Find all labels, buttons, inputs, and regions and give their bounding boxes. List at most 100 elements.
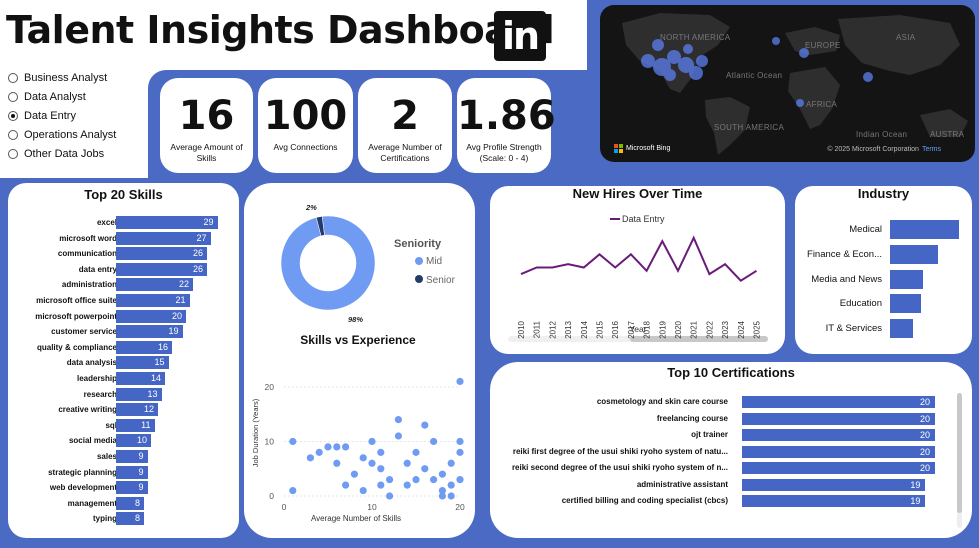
linkedin-logo-icon: in — [494, 11, 546, 61]
skill-row: sql 11 — [8, 418, 239, 432]
scatter-point[interactable] — [289, 486, 297, 495]
scatter-point[interactable] — [403, 459, 411, 467]
scatter-point[interactable] — [315, 448, 323, 456]
scatter-point[interactable] — [359, 486, 367, 495]
hires-title: New Hires Over Time — [572, 186, 703, 201]
radio-icon[interactable] — [8, 91, 18, 102]
scatter-point[interactable] — [386, 476, 394, 484]
scatter-point[interactable] — [412, 448, 420, 456]
skill-name: leadership — [76, 374, 117, 383]
scatter-point[interactable] — [368, 437, 376, 446]
scatter-point[interactable] — [438, 470, 446, 478]
role-option-operations-analyst[interactable]: Operations Analyst — [8, 126, 148, 145]
scatter-point[interactable] — [447, 492, 455, 500]
role-option-data-entry[interactable]: Data Entry — [8, 106, 148, 125]
scatter-point[interactable] — [333, 443, 341, 451]
x-tick-label: 2015 — [596, 320, 605, 338]
skill-bar: 9 — [116, 481, 148, 495]
scrollbar-thumb[interactable] — [957, 393, 962, 513]
scatter-point[interactable] — [430, 437, 438, 446]
radio-icon[interactable] — [8, 110, 18, 121]
map-canvas — [622, 13, 968, 155]
scatter-point[interactable] — [447, 459, 455, 467]
certification-bar: 20 — [742, 396, 935, 408]
x-axis-label: Year — [629, 324, 646, 334]
scatter-point[interactable] — [333, 459, 341, 467]
x-tick-label: 2025 — [753, 320, 762, 338]
scatter-point[interactable] — [456, 437, 464, 446]
scatter-point[interactable] — [377, 465, 385, 473]
scatter-point[interactable] — [377, 448, 385, 456]
role-option-business-analyst[interactable]: Business Analyst — [8, 68, 148, 87]
scatter-point[interactable] — [377, 481, 385, 489]
world-map[interactable]: NORTH AMERICA EUROPE ASIA Atlantic Ocean AFR… — [600, 5, 975, 162]
scatter-point[interactable] — [394, 416, 402, 424]
skill-row: quality & compliance 16 — [8, 340, 239, 354]
terms-link[interactable]: Terms — [921, 146, 941, 153]
x-tick-label: 2021 — [690, 320, 699, 338]
skill-bar: 20 — [116, 309, 186, 323]
certification-bar: 19 — [742, 478, 926, 491]
role-option-data-analyst[interactable]: Data Analyst — [8, 87, 148, 106]
radio-icon[interactable] — [8, 130, 18, 141]
scatter-point[interactable] — [430, 476, 438, 484]
legend-mid-swatch — [415, 257, 423, 265]
donut-slice-senior[interactable] — [316, 216, 325, 237]
scatter-point[interactable] — [403, 481, 411, 489]
x-tick-label: 2022 — [705, 320, 714, 338]
scatter-point[interactable] — [342, 443, 350, 451]
scatter-point[interactable] — [394, 432, 402, 440]
radio-icon[interactable] — [8, 149, 18, 160]
scatter-point[interactable] — [447, 481, 455, 489]
scatter-point[interactable] — [324, 443, 332, 451]
industry-name: IT & Services — [825, 323, 882, 335]
skill-row: creative writing 12 — [8, 403, 239, 417]
role-option-other-data-jobs[interactable]: Other Data Jobs — [8, 145, 148, 164]
scatter-point[interactable] — [438, 486, 446, 495]
map-label: AUSTRA — [930, 130, 965, 139]
role-label: Data Analyst — [24, 90, 86, 103]
industry-title: Industry — [857, 186, 910, 201]
legend-label: Data Entry — [622, 214, 665, 224]
scatter-point[interactable] — [456, 377, 464, 386]
skill-bar: 9 — [116, 450, 148, 463]
x-tick-label: 0 — [282, 502, 287, 512]
scatter-point[interactable] — [386, 492, 394, 500]
certification-row: cosmetology and skin care course 20 — [490, 396, 972, 408]
hires-series-line[interactable] — [520, 235, 758, 282]
role-label: Business Analyst — [24, 71, 108, 84]
skill-bar: 26 — [116, 247, 207, 261]
radio-icon[interactable] — [8, 72, 18, 83]
donut-legend-title: Seniority — [394, 238, 442, 250]
donut-slice-mid[interactable] — [280, 215, 376, 311]
industry-panel: Industry Medical Finance & Econ... Media a… — [795, 186, 972, 354]
skill-bar: 12 — [116, 403, 158, 417]
scatter-point[interactable] — [359, 454, 367, 462]
scrollbar-thumb[interactable] — [630, 336, 768, 342]
role-filter: Business Analyst Data Analyst Data Entry Op… — [8, 68, 148, 164]
certifications-title: Top 10 Certifications — [667, 365, 795, 380]
scatter-point[interactable] — [438, 492, 446, 500]
scatter-point[interactable] — [306, 454, 314, 462]
skill-name: web development — [49, 483, 117, 493]
scatter-point[interactable] — [456, 476, 464, 484]
map-copyright: © 2025 Microsoft Corporation Terms — [827, 146, 941, 153]
skill-bar: 8 — [116, 496, 144, 510]
scatter-point[interactable] — [350, 470, 358, 478]
industry-name: Finance & Econ... — [807, 248, 882, 260]
scatter-point[interactable] — [368, 459, 376, 467]
scatter-point[interactable] — [412, 476, 420, 484]
scatter-point[interactable] — [421, 421, 429, 429]
skills-title: Top 20 Skills — [84, 187, 163, 202]
scatter-point[interactable] — [342, 481, 350, 489]
role-label: Data Entry — [24, 109, 76, 122]
scatter-point[interactable] — [456, 448, 464, 456]
skill-row: communication 26 — [8, 247, 239, 261]
skill-bar: 16 — [116, 340, 172, 354]
industry-bar — [890, 244, 939, 264]
scatter-point[interactable] — [289, 437, 297, 446]
scatter-point[interactable] — [421, 465, 429, 473]
mid-value-label: 98% — [348, 315, 363, 324]
x-tick-label: 2014 — [580, 320, 589, 338]
skill-bar: 26 — [116, 262, 207, 276]
